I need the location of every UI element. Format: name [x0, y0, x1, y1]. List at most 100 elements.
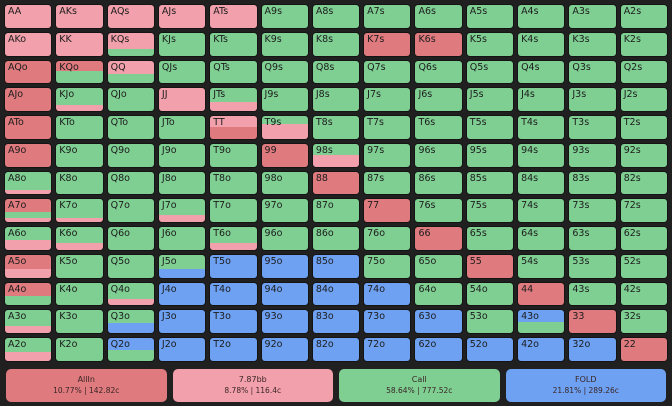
hand-cell[interactable]: 75o: [363, 253, 412, 279]
hand-cell[interactable]: 42s: [619, 281, 668, 307]
hand-cell[interactable]: Q9s: [260, 59, 309, 85]
hand-cell[interactable]: 33: [568, 309, 617, 335]
hand-cell[interactable]: A9s: [260, 4, 309, 29]
hand-cell[interactable]: AKo: [4, 31, 53, 57]
hand-cell[interactable]: 43s: [568, 281, 617, 307]
hand-cell[interactable]: 63s: [568, 226, 617, 251]
hand-cell[interactable]: 76s: [414, 198, 463, 224]
hand-cell[interactable]: J5s: [465, 87, 515, 113]
hand-cell[interactable]: 88: [311, 170, 361, 196]
hand-cell[interactable]: ATo: [4, 115, 53, 140]
legend-raise[interactable]: 7.87bb 8.78% | 116.4c: [172, 369, 333, 402]
hand-cell[interactable]: J8o: [157, 170, 207, 196]
hand-cell[interactable]: KJo: [55, 87, 104, 113]
hand-cell[interactable]: J8s: [311, 87, 361, 113]
hand-cell[interactable]: QTs: [209, 59, 258, 85]
hand-cell[interactable]: A8o: [4, 170, 53, 196]
hand-cell[interactable]: T6s: [414, 115, 463, 140]
hand-cell[interactable]: AJo: [4, 87, 53, 113]
hand-cell[interactable]: 65o: [414, 253, 463, 279]
hand-cell[interactable]: 86o: [311, 226, 361, 251]
hand-cell[interactable]: 74s: [517, 198, 566, 224]
hand-cell[interactable]: J4s: [517, 87, 566, 113]
hand-cell[interactable]: 95o: [260, 253, 309, 279]
hand-cell[interactable]: Q3s: [568, 59, 617, 85]
hand-cell[interactable]: J2o: [157, 337, 207, 362]
hand-cell[interactable]: 94s: [517, 142, 566, 168]
hand-cell[interactable]: 96o: [260, 226, 309, 251]
hand-cell[interactable]: A2s: [619, 4, 668, 29]
hand-cell[interactable]: 64s: [517, 226, 566, 251]
hand-cell[interactable]: 99: [260, 142, 309, 168]
hand-cell[interactable]: 93s: [568, 142, 617, 168]
hand-cell[interactable]: Q3o: [106, 309, 155, 335]
hand-cell[interactable]: 54s: [517, 253, 566, 279]
hand-cell[interactable]: K5s: [465, 31, 515, 57]
hand-cell[interactable]: 53o: [465, 309, 515, 335]
legend-allin[interactable]: AllIn 10.77% | 142.82c: [6, 369, 167, 402]
hand-cell[interactable]: J3s: [568, 87, 617, 113]
hand-cell[interactable]: J6s: [414, 87, 463, 113]
hand-cell[interactable]: 75s: [465, 198, 515, 224]
hand-cell[interactable]: 54o: [465, 281, 515, 307]
hand-cell[interactable]: A7s: [363, 4, 412, 29]
hand-cell[interactable]: 62s: [619, 226, 668, 251]
hand-cell[interactable]: 95s: [465, 142, 515, 168]
hand-cell[interactable]: 73o: [363, 309, 412, 335]
hand-cell[interactable]: 92s: [619, 142, 668, 168]
hand-cell[interactable]: 82s: [619, 170, 668, 196]
hand-cell[interactable]: 73s: [568, 198, 617, 224]
hand-cell[interactable]: 97s: [363, 142, 412, 168]
hand-cell[interactable]: AKs: [55, 4, 104, 29]
hand-cell[interactable]: Q2s: [619, 59, 668, 85]
hand-cell[interactable]: 65s: [465, 226, 515, 251]
hand-cell[interactable]: J2s: [619, 87, 668, 113]
hand-cell[interactable]: 43o: [517, 309, 566, 335]
legend-call[interactable]: Call 58.64% | 777.52c: [339, 369, 500, 402]
hand-cell[interactable]: K7o: [55, 198, 104, 224]
hand-cell[interactable]: 92o: [260, 337, 309, 362]
hand-cell[interactable]: 93o: [260, 309, 309, 335]
hand-cell[interactable]: J7s: [363, 87, 412, 113]
hand-cell[interactable]: 44: [517, 281, 566, 307]
hand-cell[interactable]: 82o: [311, 337, 361, 362]
hand-cell[interactable]: 87o: [311, 198, 361, 224]
hand-cell[interactable]: 85o: [311, 253, 361, 279]
hand-cell[interactable]: AQs: [106, 4, 155, 29]
hand-cell[interactable]: 42o: [517, 337, 566, 362]
hand-cell[interactable]: 85s: [465, 170, 515, 196]
hand-cell[interactable]: K8o: [55, 170, 104, 196]
hand-cell[interactable]: 87s: [363, 170, 412, 196]
hand-cell[interactable]: K9o: [55, 142, 104, 168]
hand-cell[interactable]: 83o: [311, 309, 361, 335]
hand-cell[interactable]: T5o: [209, 253, 258, 279]
hand-cell[interactable]: JTs: [209, 87, 258, 113]
hand-cell[interactable]: J4o: [157, 281, 207, 307]
hand-cell[interactable]: AA: [4, 4, 53, 29]
hand-cell[interactable]: KJs: [157, 31, 207, 57]
hand-cell[interactable]: KK: [55, 31, 104, 57]
hand-cell[interactable]: A3o: [4, 309, 53, 335]
hand-cell[interactable]: Q4o: [106, 281, 155, 307]
hand-cell[interactable]: K7s: [363, 31, 412, 57]
hand-cell[interactable]: AQo: [4, 59, 53, 85]
hand-cell[interactable]: 86s: [414, 170, 463, 196]
hand-cell[interactable]: 94o: [260, 281, 309, 307]
hand-cell[interactable]: 96s: [414, 142, 463, 168]
hand-cell[interactable]: Q8o: [106, 170, 155, 196]
hand-cell[interactable]: Q5o: [106, 253, 155, 279]
hand-cell[interactable]: J9s: [260, 87, 309, 113]
hand-cell[interactable]: Q6o: [106, 226, 155, 251]
hand-cell[interactable]: KTs: [209, 31, 258, 57]
hand-cell[interactable]: A5o: [4, 253, 53, 279]
hand-cell[interactable]: ATs: [209, 4, 258, 29]
hand-cell[interactable]: J7o: [157, 198, 207, 224]
hand-cell[interactable]: T8s: [311, 115, 361, 140]
hand-cell[interactable]: T2s: [619, 115, 668, 140]
hand-cell[interactable]: 98o: [260, 170, 309, 196]
hand-cell[interactable]: K3s: [568, 31, 617, 57]
hand-cell[interactable]: AJs: [157, 4, 207, 29]
hand-cell[interactable]: KQs: [106, 31, 155, 57]
hand-cell[interactable]: KTo: [55, 115, 104, 140]
hand-cell[interactable]: T3s: [568, 115, 617, 140]
